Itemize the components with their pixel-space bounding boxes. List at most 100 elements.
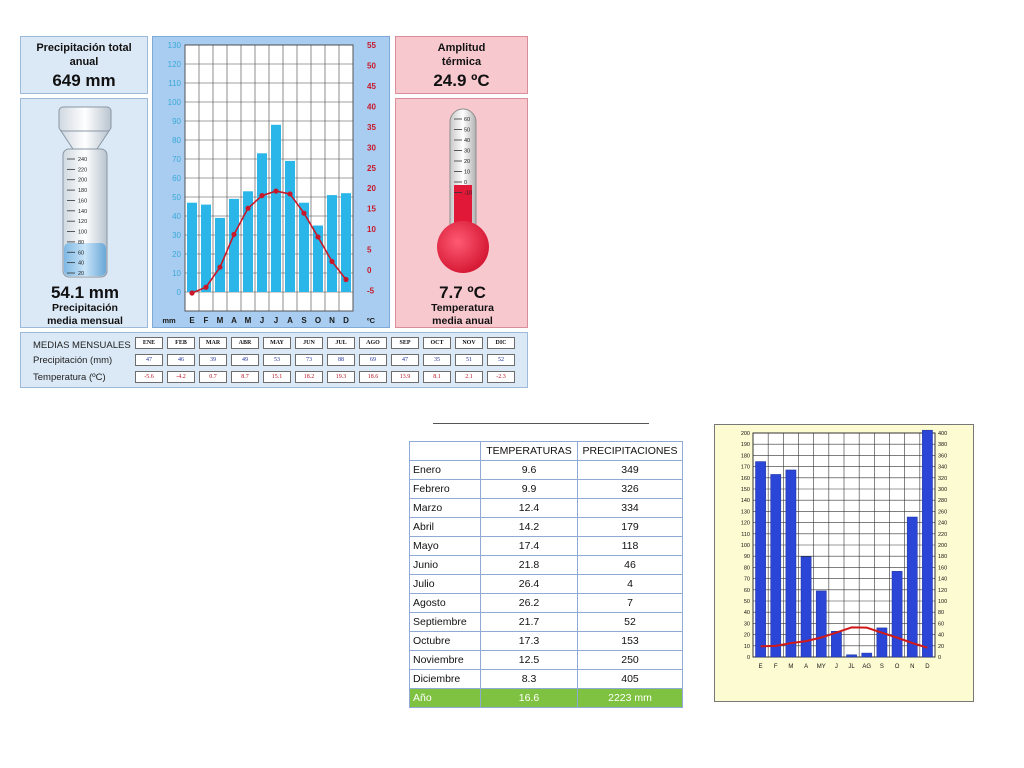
monthly-month-cell: SEP xyxy=(391,337,419,349)
chart1-left-tick-label: 40 xyxy=(172,212,181,221)
chart1-right-tick-label: 10 xyxy=(367,225,376,234)
chart1-precip-bar xyxy=(243,191,253,292)
cylinder-tick-label: 40 xyxy=(78,261,84,267)
table-cell-precipitation: 118 xyxy=(577,536,683,556)
chart1-left-tick-label: 60 xyxy=(172,174,181,183)
table-row: Marzo 12.4 334 xyxy=(409,498,683,518)
table-cell-precipitation: 326 xyxy=(577,479,683,499)
table-row: Noviembre 12.5 250 xyxy=(409,650,683,670)
chart1-month-label: M xyxy=(245,316,252,325)
table-cell-temperature: 12.5 xyxy=(480,650,578,670)
chart2-right-tick-label: 100 xyxy=(938,599,947,605)
chart2-right-tick-label: 380 xyxy=(938,442,947,448)
table-cell-temperature: 14.2 xyxy=(480,517,578,537)
monthly-precip-cell: 49 xyxy=(231,354,259,366)
chart1-right-tick-label: 35 xyxy=(367,123,376,132)
chart2-left-tick-label: 0 xyxy=(747,655,750,661)
precip-total-title-1: Precipitación total xyxy=(36,42,132,54)
monthly-month-cell: OCT xyxy=(423,337,451,349)
monthly-temp-cell: 18.2 xyxy=(295,371,323,383)
chart2-right-tick-label: 160 xyxy=(938,565,947,571)
thermometer-tick-label: 30 xyxy=(464,149,470,155)
climograph-chart: 0 10 20 30 40 50 60 70 80 90 100 110 120 130 -5 0 5 10 15 2… xyxy=(162,41,376,325)
chart2-right-tick-label: 0 xyxy=(938,655,941,661)
chart1-left-tick-label: 30 xyxy=(172,231,181,240)
chart1-precip-bar xyxy=(271,124,281,292)
monthly-month-cell: ABR xyxy=(231,337,259,349)
chart2-month-label: F xyxy=(774,664,778,670)
chart2-right-tick-label: 260 xyxy=(938,509,947,515)
chart1-temp-point xyxy=(273,188,279,194)
chart1-left-tick-label: 130 xyxy=(168,41,182,50)
chart2-right-tick-label: 360 xyxy=(938,453,947,459)
chart2-right-tick-label: 60 xyxy=(938,621,944,627)
chart1-left-tick-label: 70 xyxy=(172,155,181,164)
table-cell-temperature: 17.3 xyxy=(480,631,578,651)
chart1-month-label: M xyxy=(217,316,224,325)
table-cell-precipitation: 52 xyxy=(577,612,683,632)
table-cell-temperature: 12.4 xyxy=(480,498,578,518)
chart1-precip-bar xyxy=(215,217,225,292)
table-header-precipitation: PRECIPITACIONES xyxy=(577,441,683,461)
table-cell-month: Mayo xyxy=(409,536,481,556)
temp-mean-label-1: Temperatura xyxy=(431,302,494,314)
chart2-precip-bar xyxy=(922,429,933,658)
chart2-right-tick-label: 180 xyxy=(938,554,947,560)
chart1-left-tick-label: 20 xyxy=(172,250,181,259)
table-cell-precipitation: 349 xyxy=(577,460,683,480)
chart2-month-label: S xyxy=(880,664,884,670)
table-top-rule xyxy=(433,423,649,424)
chart1-temp-point xyxy=(189,290,195,296)
climograph-2-frame: 0 10 20 30 40 50 60 70 80 90 100 110 120 130 140 150 160… xyxy=(714,424,974,702)
chart2-left-tick-label: 30 xyxy=(744,621,750,627)
table-cell-precipitation: 179 xyxy=(577,517,683,537)
monthly-month-cell: NOV xyxy=(455,337,483,349)
chart1-temp-point xyxy=(287,191,293,197)
temp-mean-value: 7.7 ºC xyxy=(439,283,486,302)
chart1-left-tick-label: 100 xyxy=(168,98,182,107)
chart2-precip-bar xyxy=(846,654,857,658)
chart2-left-tick-label: 150 xyxy=(741,487,750,493)
chart2-precip-bar xyxy=(785,469,797,658)
table-row: Febrero 9.9 326 xyxy=(409,479,683,499)
chart1-temp-line xyxy=(191,190,347,294)
cylinder-tick-label: 20 xyxy=(78,271,84,277)
amplitude-title-1: Amplitud xyxy=(437,42,486,54)
chart1-right-tick-label: 5 xyxy=(367,246,372,255)
chart2-month-label: A xyxy=(804,664,808,670)
table-cell-month: Noviembre xyxy=(409,650,481,670)
chart2-right-tick-label: 120 xyxy=(938,588,947,594)
table-cell-temperature: 9.6 xyxy=(480,460,578,480)
table-cell-month: Diciembre xyxy=(409,669,481,689)
chart2-left-tick-label: 100 xyxy=(741,543,750,549)
chart1-temp-point xyxy=(231,231,237,238)
monthly-month-cell: JUN xyxy=(295,337,323,349)
chart1-left-tick-label: 110 xyxy=(168,79,181,88)
monthly-temp-cell: -2.3 xyxy=(487,371,515,383)
monthly-month-cell: AGO xyxy=(359,337,387,349)
monthly-temp-cell: 8.7 xyxy=(231,371,259,383)
table-cell-month: Agosto xyxy=(409,593,481,613)
chart1-precip-bar xyxy=(187,202,197,292)
monthly-precip-cell: 52 xyxy=(487,354,515,366)
chart2-right-tick-label: 80 xyxy=(938,610,944,616)
table-cell-temperature: 16.6 xyxy=(480,688,578,708)
table-cell-precipitation: 46 xyxy=(577,555,683,575)
chart2-right-tick-label: 280 xyxy=(938,498,947,504)
chart2-precip-bar xyxy=(861,652,873,658)
monthly-precip-cell: 35 xyxy=(423,354,451,366)
chart2-left-tick-label: 180 xyxy=(741,453,750,459)
table-cell-precipitation: 7 xyxy=(577,593,683,613)
chart2-left-tick-label: 140 xyxy=(741,498,750,504)
table-cell-temperature: 9.9 xyxy=(480,479,578,499)
chart2-month-label: D xyxy=(925,664,930,670)
chart1-month-label: D xyxy=(343,316,349,325)
climograph-panel: Precipitación total anual 649 mm 240 220 2… xyxy=(18,34,530,390)
chart2-right-tick-label: 340 xyxy=(938,465,947,471)
chart1-right-tick-label: -5 xyxy=(367,287,375,296)
chart1-month-label: N xyxy=(329,316,335,325)
chart2-month-label: AG xyxy=(862,664,871,670)
precip-mean-value: 54.1 mm xyxy=(50,283,120,302)
table-row: Agosto 26.2 7 xyxy=(409,593,683,613)
monthly-temp-cell: -4.2 xyxy=(167,371,195,383)
